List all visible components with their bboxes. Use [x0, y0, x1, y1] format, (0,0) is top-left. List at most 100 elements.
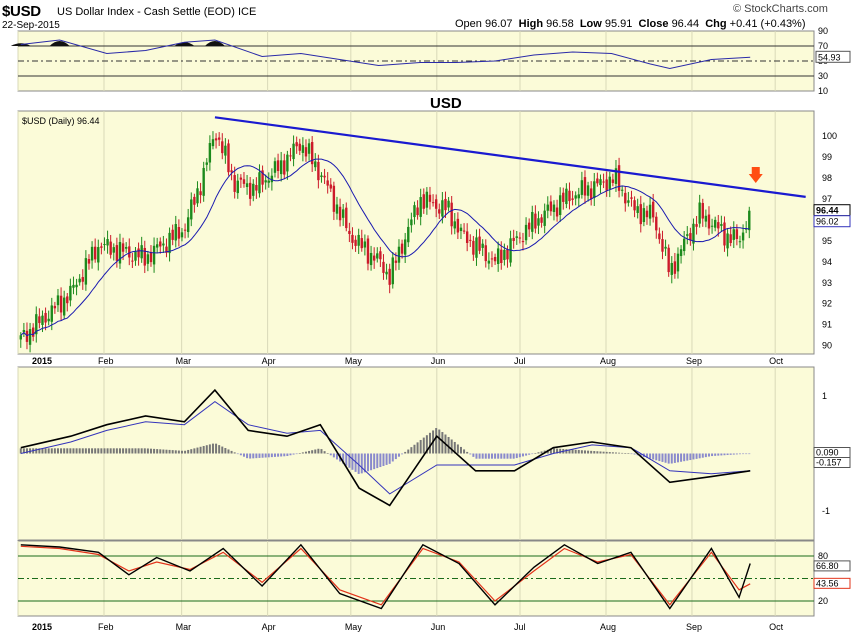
macd-histogram-bar — [146, 448, 149, 454]
macd-histogram-bar — [453, 441, 456, 454]
bottom-month-label: Sep — [686, 622, 702, 632]
price-candle — [735, 229, 739, 239]
macd-histogram-bar — [686, 453, 689, 461]
price-candle — [469, 239, 472, 241]
price-candle — [25, 330, 29, 342]
macd-histogram-bar — [366, 453, 369, 472]
price-candle — [202, 167, 205, 196]
price-tick-label: 100 — [822, 131, 837, 141]
macd-histogram-bar — [599, 451, 602, 454]
price-candle — [500, 249, 503, 263]
stochastic-k-box — [813, 560, 851, 572]
rsi-reference-lines — [18, 45, 814, 77]
stochastic-tick-label: 20 — [818, 596, 828, 606]
price-candle — [707, 214, 711, 229]
close-label: Close — [638, 18, 669, 30]
macd-histogram-bar — [75, 448, 78, 454]
stochastic-k-line — [20, 543, 751, 610]
macd-histogram-bar — [190, 449, 193, 454]
rsi-line — [20, 39, 751, 70]
macd-histogram-bar — [280, 453, 283, 457]
macd-histogram-bar — [345, 453, 348, 466]
macd-histogram-bar — [342, 453, 345, 464]
macd-histogram-bar — [707, 453, 710, 457]
price-candle — [115, 245, 119, 261]
price-candle — [310, 142, 314, 165]
price-candle — [701, 202, 704, 219]
price-candle — [140, 245, 143, 259]
price-candle — [624, 192, 627, 204]
price-candle — [459, 227, 463, 231]
macd-histogram-bar — [270, 453, 273, 458]
chg-value: +0.41 (+0.43%) — [729, 18, 806, 30]
macd-histogram-bar — [149, 448, 152, 454]
macd-histogram-bar — [323, 451, 326, 454]
price-candle — [472, 240, 475, 255]
price-candle — [159, 241, 162, 247]
price-candle — [496, 248, 500, 264]
macd-histogram-bar — [410, 447, 413, 454]
price-candle — [360, 238, 363, 249]
macd-histogram-bar — [118, 448, 121, 454]
macd-histogram-bar — [673, 453, 676, 463]
macd-histogram-bar — [497, 453, 500, 459]
price-candle — [710, 225, 714, 227]
macd-histogram-bar — [602, 451, 605, 454]
price-candle — [205, 162, 208, 165]
price-candle — [348, 230, 351, 234]
price-candle — [620, 189, 624, 191]
macd-histogram-bar — [540, 451, 543, 454]
macd-histogram-bar — [233, 452, 236, 454]
macd-tick-label: 1 — [822, 391, 827, 401]
stochastic-tick-label: 80 — [818, 551, 828, 561]
price-candle — [540, 217, 543, 223]
price-candle — [307, 143, 311, 154]
macd-histogram-bar — [428, 432, 431, 454]
price-candle — [416, 207, 419, 216]
price-candle — [93, 246, 97, 260]
price-candle — [673, 261, 677, 274]
price-tick-label: 94 — [822, 257, 832, 267]
macd-histogram-bar — [174, 450, 177, 454]
price-candle — [214, 138, 218, 141]
macd-histogram-bar — [463, 449, 466, 454]
macd-histogram-bar — [745, 453, 748, 455]
price-candle — [341, 209, 345, 218]
price-candle — [403, 239, 407, 255]
macd-histogram-bar — [695, 453, 698, 459]
price-candle — [388, 268, 391, 285]
macd-histogram-bar — [236, 453, 239, 455]
macd-histogram-bar — [559, 448, 562, 454]
price-candle — [44, 312, 47, 323]
macd-histogram-bar — [556, 448, 559, 454]
price-candle — [162, 243, 165, 246]
price-month-label: Oct — [769, 356, 784, 366]
price-candle — [186, 217, 190, 233]
price-candle — [301, 145, 305, 153]
price-candle — [531, 211, 534, 232]
price-candle — [723, 222, 726, 246]
macd-histogram-bar — [717, 453, 720, 456]
price-month-label: Feb — [98, 356, 114, 366]
price-candle — [267, 180, 270, 183]
rsi-tick-label: 10 — [818, 86, 828, 96]
macd-histogram-bar — [537, 452, 540, 454]
price-candle — [276, 160, 280, 171]
price-candle — [47, 318, 50, 322]
price-candle — [726, 233, 729, 249]
macd-histogram-bar — [246, 453, 249, 459]
macd-histogram-bar — [348, 453, 351, 468]
price-candle — [713, 219, 717, 228]
rsi-tick-label: 70 — [818, 41, 828, 51]
macd-histogram-bar — [283, 453, 286, 457]
price-candle — [642, 208, 646, 223]
price-candle — [66, 296, 69, 304]
price-candle — [261, 170, 264, 185]
macd-histogram-bar — [211, 443, 214, 454]
rsi-last-value: 54.93 — [818, 52, 841, 62]
price-candle — [394, 260, 398, 263]
macd-histogram-bar — [66, 448, 69, 454]
macd-histogram-bar — [438, 429, 441, 454]
macd-histogram-bar — [692, 453, 695, 460]
ticker-symbol: $USD — [2, 3, 41, 20]
